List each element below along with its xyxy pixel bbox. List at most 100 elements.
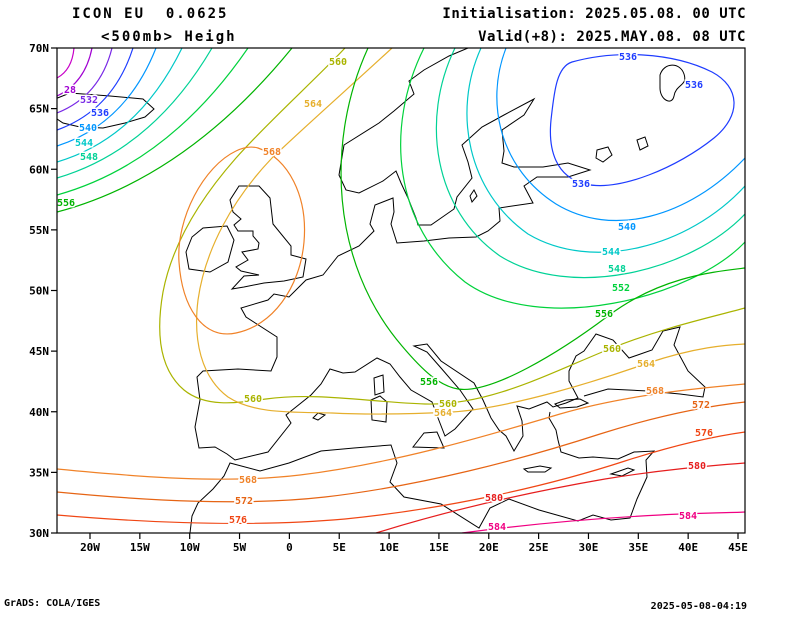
lon-label: 5W xyxy=(233,541,247,554)
contour-label-584: 584 xyxy=(488,522,506,533)
lon-label: 15E xyxy=(429,541,449,554)
contour-label-536: 536 xyxy=(572,179,590,190)
coastline xyxy=(229,185,307,290)
contour-label-568: 568 xyxy=(263,147,281,158)
contour-label-568: 568 xyxy=(239,475,257,486)
contour-label-552: 2 xyxy=(49,182,55,193)
coastline xyxy=(522,465,553,473)
contour-label-584: 584 xyxy=(679,511,697,522)
contour-label-572: 572 xyxy=(235,496,253,507)
lat-label: 70N xyxy=(29,42,49,55)
contour-line-572 xyxy=(57,401,745,503)
coastline xyxy=(411,431,445,449)
contour-label-564: 564 xyxy=(304,99,322,110)
contour-label-540: 540 xyxy=(79,123,97,134)
lon-label: 30E xyxy=(579,541,599,554)
coastline xyxy=(57,92,155,129)
coastline xyxy=(373,374,385,396)
contour-label-580: 580 xyxy=(688,461,706,472)
contour-label-560: 560 xyxy=(244,394,262,405)
contour-lines xyxy=(57,48,745,533)
lon-label: 10W xyxy=(180,541,200,554)
contour-label-552: 552 xyxy=(612,283,630,294)
contour-label-564: 564 xyxy=(434,408,452,419)
model-title: ICON EU 0.0625 xyxy=(72,6,229,22)
contour-line-560 xyxy=(159,48,745,405)
contour-label-556: 556 xyxy=(57,198,75,209)
contour-line-524 xyxy=(57,48,75,79)
contour-label-528: 28 xyxy=(64,85,76,96)
contour-line-544 xyxy=(57,48,183,163)
contour-label-524: 4 xyxy=(49,61,55,72)
contour-line-544 xyxy=(466,48,745,253)
contour-line-540 xyxy=(57,48,157,147)
contour-label-556: 556 xyxy=(595,309,613,320)
contour-line-536 xyxy=(549,53,735,187)
coastlines xyxy=(57,48,706,533)
contour-label-560: 560 xyxy=(329,57,347,68)
contour-label-580: 580 xyxy=(485,493,503,504)
coastline xyxy=(185,225,235,273)
contour-label-544: 544 xyxy=(75,138,93,149)
contour-line-568 xyxy=(178,146,306,335)
contour-line-580 xyxy=(375,462,745,533)
contour-line-556 xyxy=(57,48,293,213)
init-time: Initialisation: 2025.05.08. 00 UTC xyxy=(442,6,746,22)
lon-label: 25E xyxy=(529,541,549,554)
coastline xyxy=(370,395,388,423)
contour-line-536 xyxy=(57,48,134,131)
contour-label-564: 564 xyxy=(637,359,655,370)
coastline xyxy=(636,136,649,151)
contour-label-532: 532 xyxy=(80,95,98,106)
contour-line-568 xyxy=(57,383,745,480)
coastline xyxy=(469,189,478,204)
lat-label: 45N xyxy=(29,345,49,358)
grads-credit: GrADS: COLA/IGES xyxy=(4,598,101,609)
contour-line-556 xyxy=(340,48,745,390)
contour-label-560: 560 xyxy=(603,344,621,355)
contour-label-568: 568 xyxy=(646,386,664,397)
contour-line-548 xyxy=(57,48,213,179)
lat-label: 60N xyxy=(29,163,49,176)
contour-line-584 xyxy=(461,511,745,533)
contour-label-536: 536 xyxy=(685,80,703,91)
lon-label: 5E xyxy=(333,541,346,554)
contour-label-572: 572 xyxy=(692,400,710,411)
lon-label: 20W xyxy=(80,541,100,554)
contour-line-576 xyxy=(57,431,745,524)
coastline xyxy=(553,398,590,409)
contour-label-548: 548 xyxy=(608,264,626,275)
lon-label: 40E xyxy=(678,541,698,554)
coastline xyxy=(595,146,613,163)
field-title: <500mb> Heigh xyxy=(101,29,237,45)
map-frame xyxy=(56,47,746,534)
lat-label: 40N xyxy=(29,406,49,419)
coastline xyxy=(609,467,636,477)
lon-label: 10E xyxy=(379,541,399,554)
contour-line-548 xyxy=(435,48,745,279)
contour-line-552 xyxy=(57,48,249,196)
lon-label: 0 xyxy=(286,541,293,554)
creation-timestamp: 2025-05-08-04:19 xyxy=(650,601,747,612)
contour-label-576: 576 xyxy=(229,515,247,526)
contour-line-528 xyxy=(57,48,93,97)
contour-label-536: 536 xyxy=(91,108,109,119)
lon-label: 15W xyxy=(130,541,150,554)
contour-labels: 4285325365405445482556560564568536536536… xyxy=(49,51,715,534)
coastline xyxy=(194,48,706,461)
coastline xyxy=(659,64,686,102)
contour-label-560: 560 xyxy=(439,399,457,410)
coastline xyxy=(312,412,327,421)
lat-label: 35N xyxy=(29,466,49,479)
lon-label: 20E xyxy=(479,541,499,554)
contour-line-564 xyxy=(195,48,745,415)
contour-line-552 xyxy=(400,48,745,309)
lat-label: 30N xyxy=(29,527,49,540)
contour-line-540 xyxy=(496,48,745,222)
contour-label-548: 548 xyxy=(80,152,98,163)
contour-label-556: 556 xyxy=(420,377,438,388)
contour-label-544: 544 xyxy=(602,247,620,258)
contour-label-536: 536 xyxy=(619,52,637,63)
